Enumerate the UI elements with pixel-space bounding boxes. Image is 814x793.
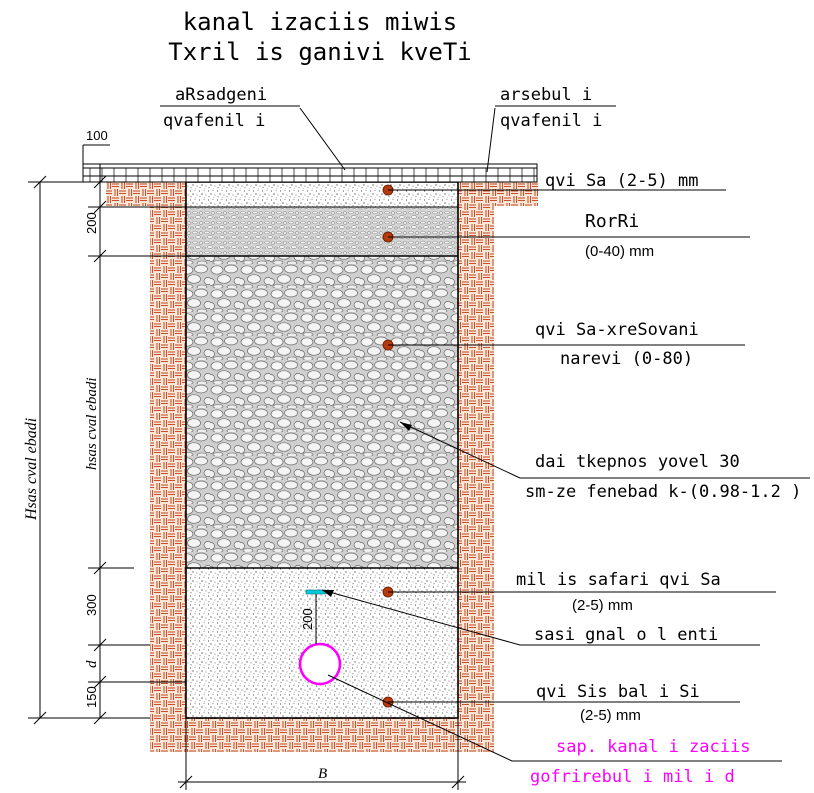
pipe-label-1: sap. kanal i zaciis	[556, 737, 750, 757]
dim-200-tape: 200	[300, 608, 315, 630]
dim-200: 200	[84, 212, 99, 234]
gravel-label-1: RorRi	[585, 211, 639, 232]
dim-hsas-label: hsas cval ebadi	[84, 378, 100, 470]
sand-layer-top	[186, 182, 458, 207]
brick-right-wall	[458, 182, 494, 752]
bedding-label-1: qvi Sis bal i Si	[536, 682, 700, 702]
title-line-2: Txril is ganivi kveTi	[168, 38, 471, 66]
brick-bottom	[150, 718, 494, 752]
existing-cover-label-2: qvafenil i	[500, 111, 602, 131]
leader-lines	[160, 105, 810, 762]
gravel-layer	[186, 207, 458, 256]
pipe-zone-label-2: (2-5) mm	[572, 597, 633, 614]
dim-300: 300	[84, 594, 99, 616]
gravel-label-2: (0-40) mm	[585, 243, 654, 260]
dim-100-group: 100	[82, 128, 110, 168]
dim-100: 100	[86, 128, 108, 143]
left-dimensions	[28, 164, 186, 725]
dim-150: 150	[84, 686, 99, 708]
existing-cover-label-1: arsebul i	[500, 85, 592, 105]
corrugated-pipe	[298, 642, 342, 686]
title-line-1: kanal izaciis miwis	[183, 8, 458, 36]
compaction-label-1: dai tkepnos yovel 30	[535, 452, 740, 472]
paving-surface	[82, 163, 538, 183]
signal-tape-label: sasi gnal o l enti	[534, 625, 718, 645]
brick-left-wall	[150, 182, 186, 752]
restored-cover-label-1: aRsadgeni	[175, 85, 267, 105]
compaction-label-2: sm-ze fenebad k-(0.98-1.2 )	[525, 482, 801, 502]
brick-surround	[106, 182, 538, 752]
dim-Hsas-label: Hsas cval ebadi	[23, 418, 40, 521]
mix-label-1: qvi Sa-xreSovani	[535, 320, 699, 340]
pipe-zone-label-1: mil is safari qvi Sa	[516, 570, 721, 590]
dim-d: d	[84, 660, 100, 668]
restored-cover-label-2: qvafenil i	[163, 111, 265, 131]
bedding-label-2: (2-5) mm	[580, 707, 641, 724]
width-dimension	[178, 718, 466, 790]
pipe-label-2: gofrirebul i mil i d	[530, 767, 735, 787]
sand-gravel-mix-layer	[186, 256, 458, 568]
mix-label-2: narevi (0-80)	[560, 349, 693, 369]
width-B-label: B	[318, 766, 327, 782]
sand-top-label: qvi Sa (2-5) mm	[545, 171, 699, 191]
